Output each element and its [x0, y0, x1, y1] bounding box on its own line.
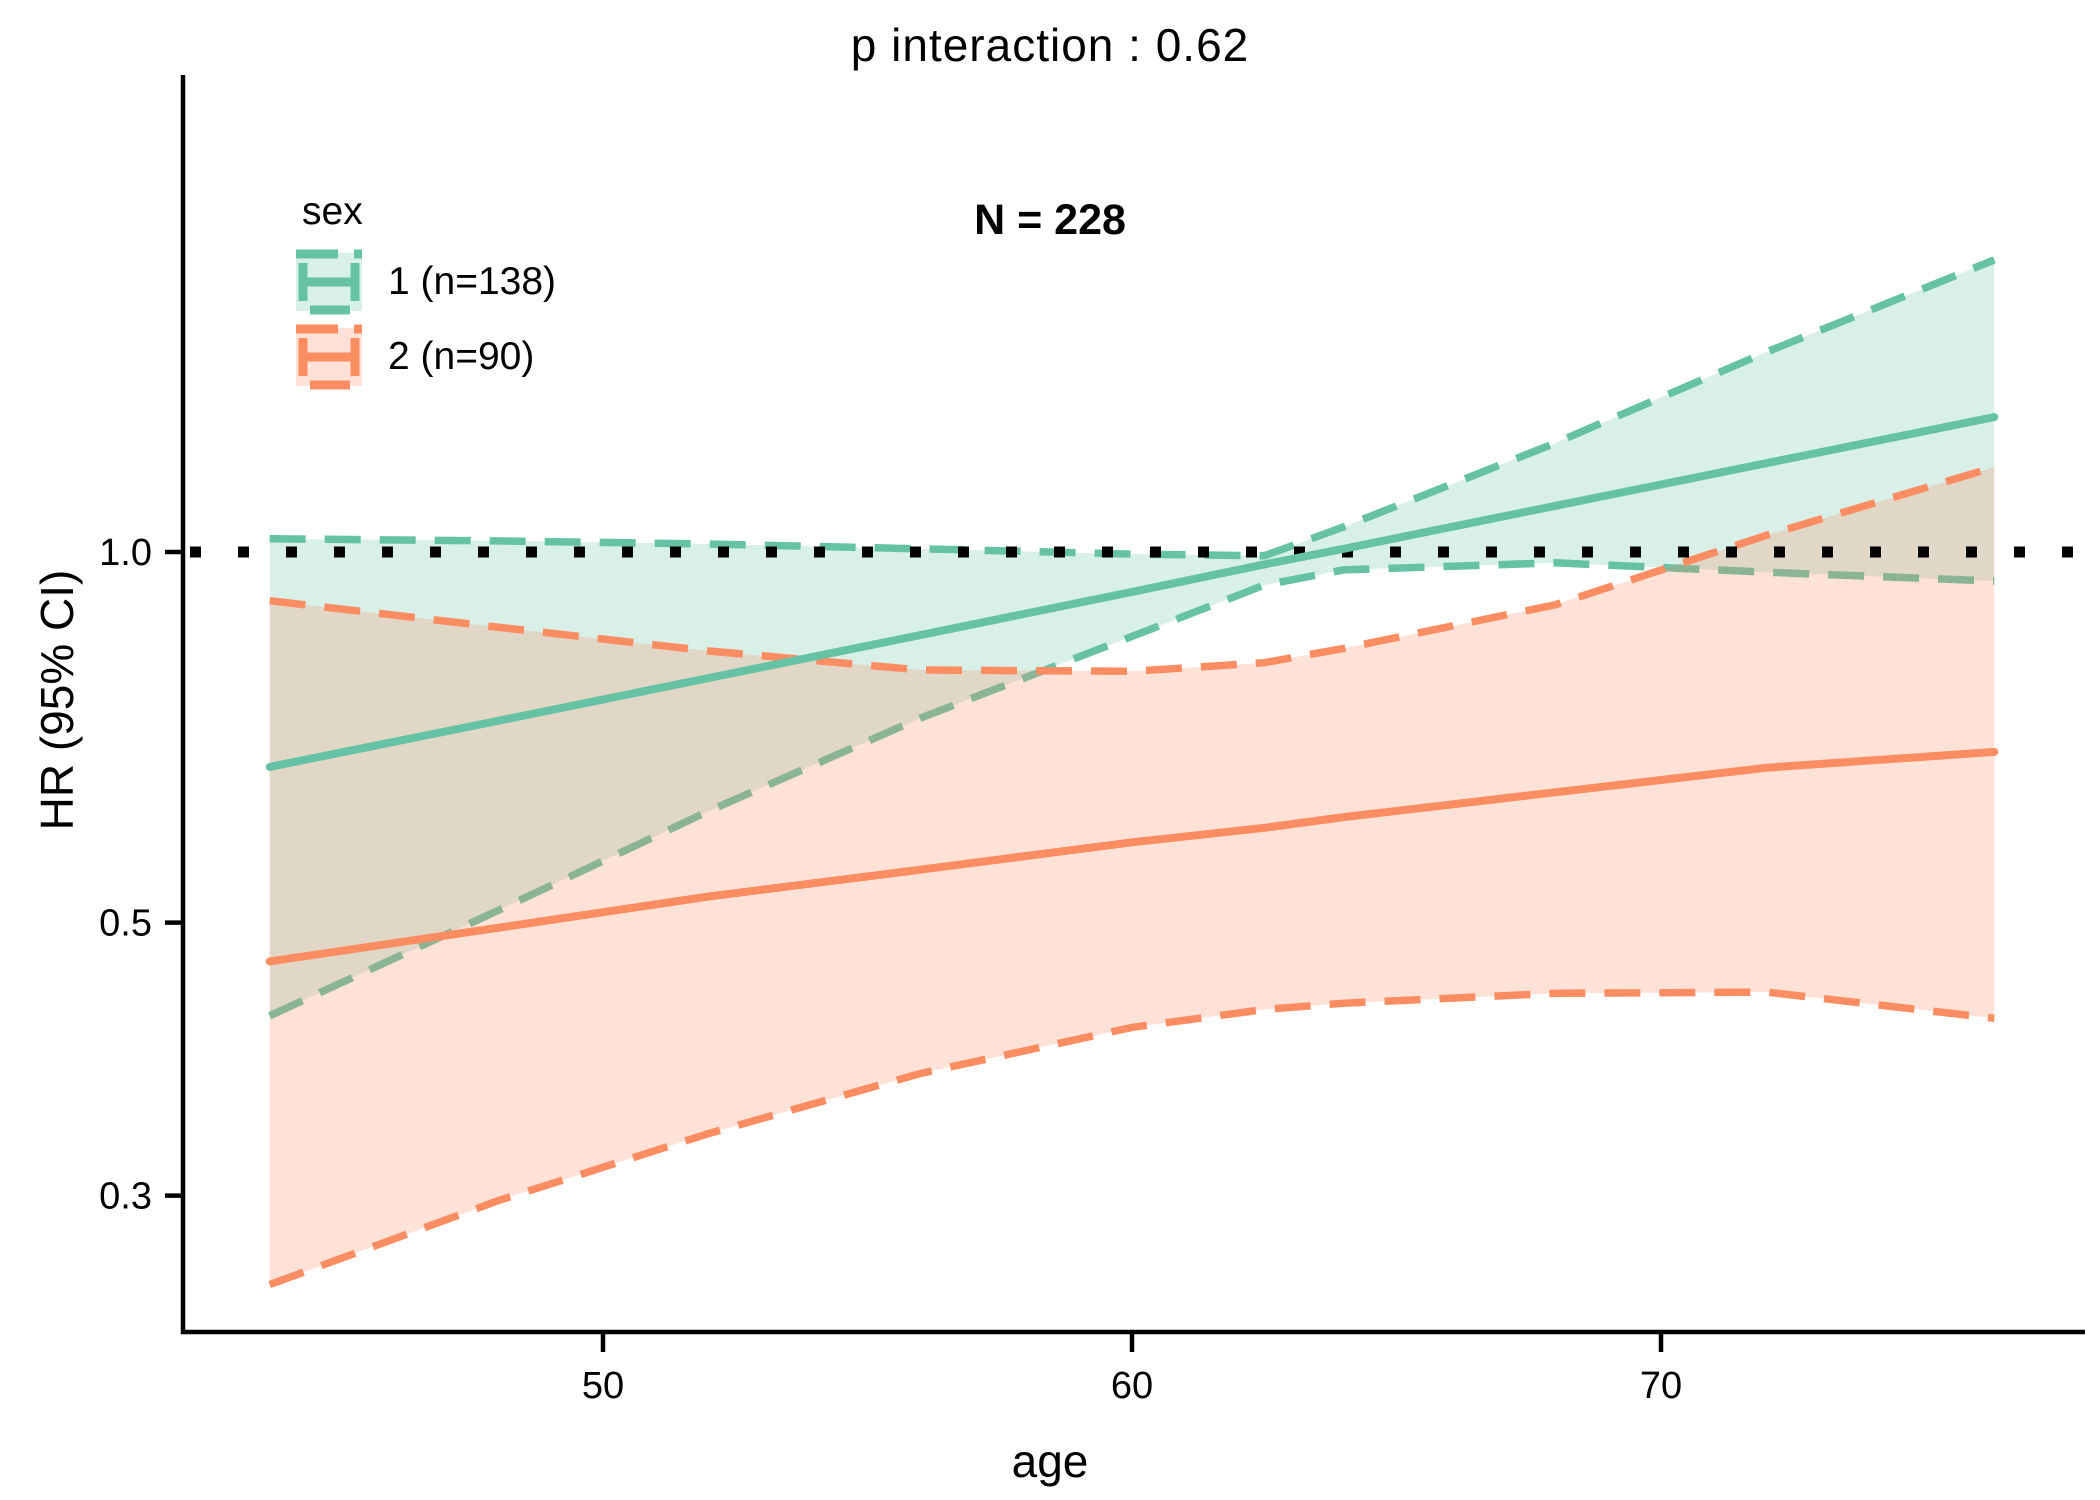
legend-key-sex2-icon — [296, 324, 362, 389]
legend-label-sex2: 2 (n=90) — [388, 334, 535, 378]
ci-ribbon-sex1 — [269, 259, 1995, 1016]
ci-lower-border-sex1 — [268, 559, 1995, 1020]
sample-size-annotation: N = 228 — [974, 196, 1126, 244]
ci-upper-border-sex1 — [269, 256, 1996, 560]
y-tick-label: 0.3 — [99, 1176, 152, 1218]
y-tick-label: 0.5 — [99, 903, 152, 945]
x-axis-title: age — [1011, 1435, 1089, 1487]
ci-ribbon-sex2 — [269, 467, 1995, 1285]
y-axis-ticks: 1.0 0.5 0.3 — [99, 532, 183, 1218]
x-tick-label: 60 — [1111, 1365, 1153, 1407]
legend-title: sex — [302, 190, 363, 233]
hr-line-sex2 — [265, 747, 1999, 966]
x-axis-ticks: 50 60 70 — [582, 1334, 1682, 1407]
y-tick-label: 1.0 — [99, 532, 152, 574]
chart-title: p interaction : 0.62 — [850, 19, 1250, 71]
ci-lower-border-sex2 — [268, 988, 1995, 1289]
ci-upper-border-sex2 — [269, 463, 1996, 676]
legend-label-sex1: 1 (n=138) — [388, 259, 557, 303]
legend-item-sex2: 2 (n=90) — [296, 319, 556, 394]
x-tick-label: 50 — [582, 1365, 624, 1407]
legend-key-sex1-icon — [296, 249, 362, 314]
legend: sex 1 (n=138) 2 (n=90) — [296, 190, 556, 394]
hr-line-sex1 — [265, 413, 1999, 771]
x-tick-label: 70 — [1640, 1365, 1682, 1407]
legend-item-sex1: 1 (n=138) — [296, 244, 556, 319]
y-axis-title: HR (95% CI) — [31, 569, 83, 831]
